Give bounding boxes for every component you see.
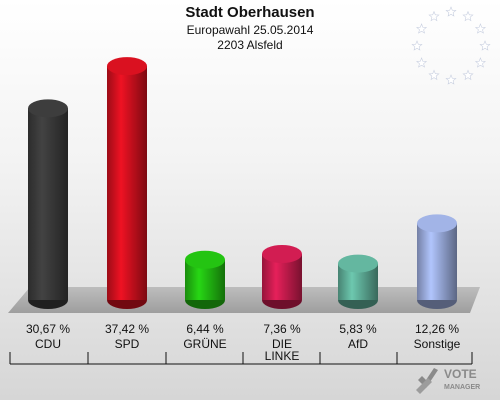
logo-text-vote: VOTE [444, 367, 477, 381]
value-label: 5,83 % [339, 322, 377, 336]
eu-stars-icon [411, 6, 491, 85]
eu-star [411, 40, 423, 51]
bar-sonstige [417, 214, 457, 309]
district-label: 2203 Alsfeld [217, 38, 283, 52]
chart-subtitle: Europawahl 25.05.2014 [186, 23, 314, 37]
eu-star [428, 69, 440, 81]
bar-afd [338, 254, 378, 309]
value-label: 7,36 % [263, 322, 301, 336]
bar-gruene [185, 250, 225, 309]
bar-spd [107, 57, 147, 309]
value-label: 30,67 % [26, 322, 70, 336]
logo-text-manager: MANAGER [444, 384, 480, 391]
vote-manager-logo: VOTE MANAGER [416, 367, 480, 394]
chart-title: Stadt Oberhausen [185, 4, 315, 21]
eu-star [445, 6, 457, 17]
eu-star [445, 74, 457, 85]
value-label: 6,44 % [186, 322, 224, 336]
category-label: AfD [348, 337, 368, 351]
chart-floor [8, 287, 480, 313]
eu-star [479, 40, 491, 51]
eu-star [462, 69, 474, 81]
category-label: Sonstige [414, 337, 461, 351]
value-label: 12,26 % [415, 322, 459, 336]
bar-die-linke [262, 245, 302, 309]
category-label: GRÜNE [183, 337, 226, 351]
eu-star [428, 10, 440, 22]
eu-star [416, 23, 428, 34]
eu-star [462, 10, 474, 22]
value-label: 37,42 % [105, 322, 149, 336]
category-label: SPD [115, 337, 140, 351]
category-label: LINKE [265, 349, 300, 363]
eu-star [416, 57, 428, 68]
eu-star [474, 57, 486, 68]
category-label: DIE [272, 337, 292, 351]
bar-cdu [28, 99, 68, 309]
eu-star [474, 23, 486, 34]
category-label: CDU [35, 337, 61, 351]
